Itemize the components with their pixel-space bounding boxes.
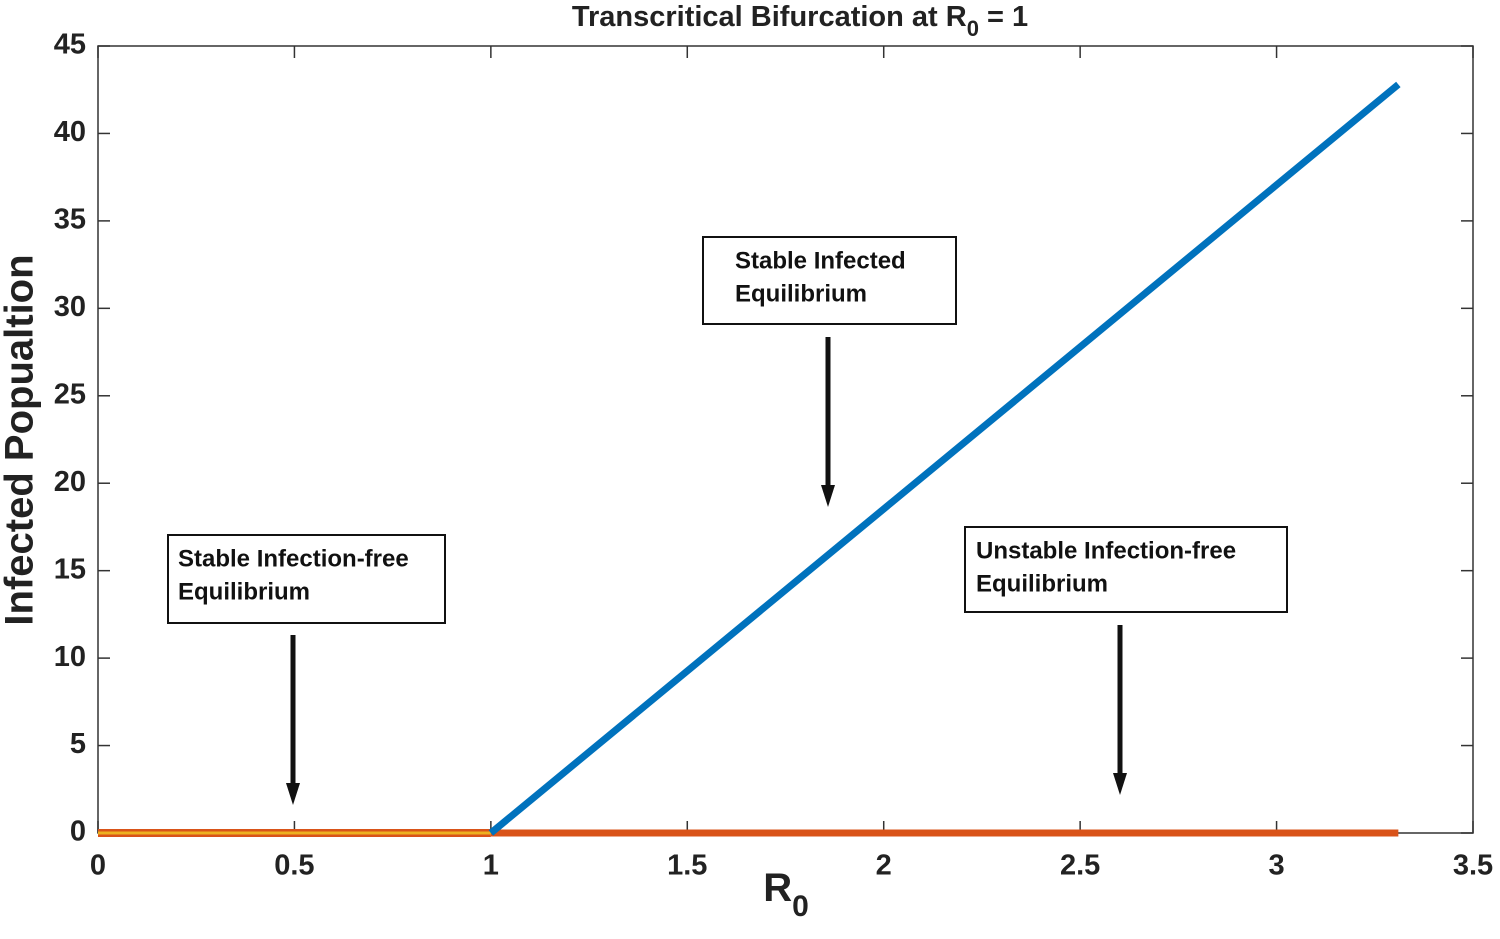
chart-title: Transcritical Bifurcation at R0 = 1 [572, 1, 1028, 41]
y-tick-label: 5 [70, 728, 86, 760]
x-tick-label: 1.5 [667, 850, 707, 882]
annotation-text: Equilibrium [178, 578, 310, 605]
title-subscript: 0 [967, 16, 979, 41]
y-axis-label: Infected Popualtion [0, 254, 42, 625]
annotation-text: Stable Infection-free [178, 545, 409, 572]
x-axis-label: R0 [763, 866, 809, 923]
y-tick-label: 25 [54, 378, 86, 410]
annotation-box [702, 236, 957, 325]
xlabel-main: R [763, 866, 792, 910]
y-tick-label: 45 [54, 29, 86, 61]
title-rest: = 1 [979, 1, 1028, 33]
arrow-head [821, 485, 835, 507]
annotation-text: Equilibrium [976, 570, 1108, 597]
y-tick-label: 0 [70, 816, 86, 848]
xlabel-subscript: 0 [792, 890, 809, 923]
annotation-box [964, 526, 1288, 613]
x-tick-label: 2 [876, 850, 892, 882]
title-main: Transcritical Bifurcation at R [572, 1, 967, 33]
annotation-text: Stable Infected [735, 247, 906, 274]
y-tick-label: 35 [54, 204, 86, 236]
y-tick-label: 30 [54, 291, 86, 323]
y-tick-label: 10 [54, 641, 86, 673]
x-tick-label: 1 [483, 850, 499, 882]
x-tick-label: 3 [1269, 850, 1285, 882]
y-tick-label: 15 [54, 553, 86, 585]
series-line [488, 81, 1401, 836]
annotation-text: Equilibrium [735, 280, 867, 307]
x-tick-label: 0.5 [274, 850, 314, 882]
y-tick-label: 40 [54, 116, 86, 148]
x-tick-label: 2.5 [1060, 850, 1100, 882]
x-tick-label: 3.5 [1453, 850, 1493, 882]
arrow-head [1113, 773, 1127, 795]
arrow-head [286, 783, 300, 805]
y-tick-label: 20 [54, 466, 86, 498]
plot-frame [97, 45, 1474, 834]
annotation-box [167, 534, 446, 624]
annotation-text: Unstable Infection-free [976, 537, 1236, 564]
x-tick-label: 0 [90, 850, 106, 882]
